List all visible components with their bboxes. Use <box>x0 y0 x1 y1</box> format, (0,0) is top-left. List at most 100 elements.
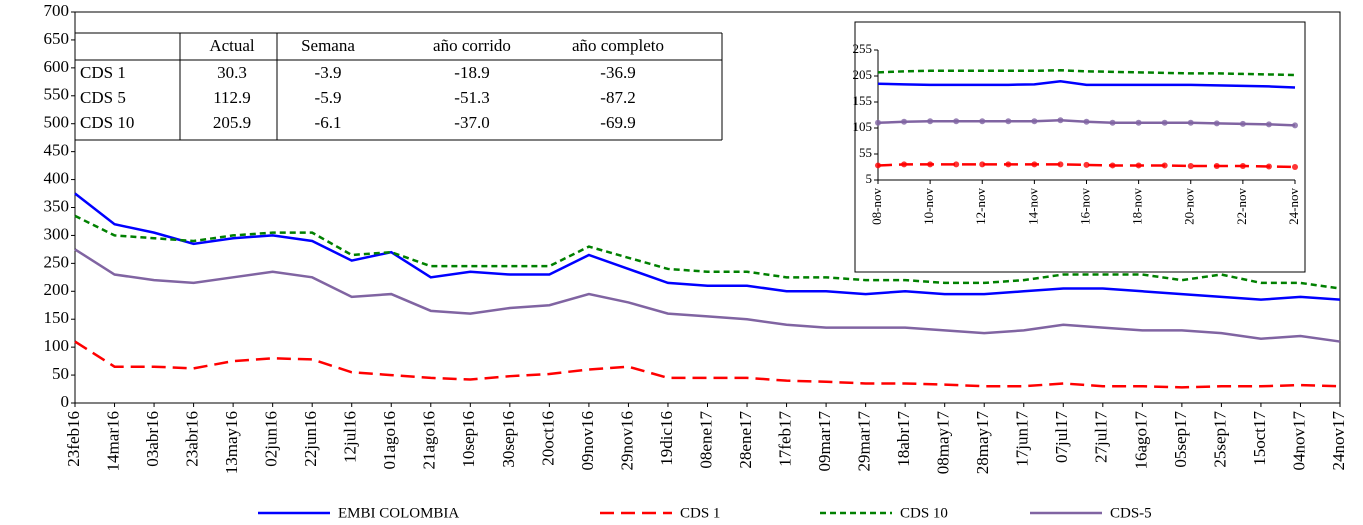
marker <box>979 118 986 125</box>
y-tick-label: 550 <box>44 85 70 104</box>
x-tick-label: 25sep17 <box>1210 411 1229 468</box>
y-tick-label: 250 <box>44 252 70 271</box>
marker <box>1213 120 1220 127</box>
x-tick-label: 20oct16 <box>538 411 557 466</box>
y-tick-label: 255 <box>853 41 873 56</box>
series-line <box>877 79 1296 89</box>
marker <box>1161 162 1168 169</box>
y-tick-label: 300 <box>44 224 70 243</box>
table-cell: 112.9 <box>213 88 251 107</box>
marker <box>1265 163 1272 170</box>
marker <box>1187 119 1194 126</box>
x-tick-label: 22-nov <box>1234 188 1249 225</box>
x-tick-label: 16ago17 <box>1131 411 1150 470</box>
x-tick-label: 13may16 <box>222 411 241 474</box>
table-cell: -36.9 <box>600 63 635 82</box>
y-tick-label: 600 <box>44 57 70 76</box>
x-tick-label: 05sep17 <box>1171 411 1190 468</box>
x-tick-label: 16-nov <box>1077 188 1092 225</box>
y-tick-label: 50 <box>52 364 69 383</box>
x-tick-label: 10-nov <box>921 188 936 225</box>
table-cell: -18.9 <box>454 63 489 82</box>
y-tick-label: 200 <box>44 280 70 299</box>
marker <box>1265 121 1272 128</box>
y-tick-label: 350 <box>44 196 70 215</box>
marker <box>953 161 960 168</box>
marker <box>1005 118 1012 125</box>
legend-label: CDS 10 <box>900 505 948 521</box>
table-cell: CDS 1 <box>80 63 126 82</box>
marker <box>901 161 908 168</box>
x-tick-label: 30sep16 <box>499 411 518 468</box>
marker <box>1057 161 1064 168</box>
table-cell: -87.2 <box>600 88 635 107</box>
marker <box>927 118 934 125</box>
x-tick-label: 17jun17 <box>1013 411 1032 467</box>
x-tick-label: 24nov17 <box>1329 411 1348 471</box>
y-tick-label: 400 <box>44 168 70 187</box>
table-cell: -6.1 <box>315 113 342 132</box>
x-tick-label: 02jun16 <box>262 411 281 467</box>
table-header: año completo <box>572 36 664 55</box>
x-tick-label: 01ago16 <box>380 411 399 470</box>
x-tick-label: 09mar17 <box>815 411 834 472</box>
inset-frame <box>854 21 1306 273</box>
marker <box>1057 117 1064 124</box>
marker <box>1135 119 1142 126</box>
y-tick-label: 700 <box>44 1 70 20</box>
marker <box>875 162 881 169</box>
x-tick-label: 08may17 <box>934 411 953 475</box>
marker <box>901 118 908 125</box>
x-tick-label: 29mar17 <box>855 411 874 472</box>
marker <box>1239 162 1246 169</box>
table-cell: CDS 5 <box>80 88 126 107</box>
marker <box>1109 162 1116 169</box>
table-cell: CDS 10 <box>80 113 134 132</box>
x-tick-label: 08-nov <box>869 188 884 225</box>
x-tick-label: 17feb17 <box>775 411 794 467</box>
marker <box>1005 161 1012 168</box>
marker <box>1187 162 1194 169</box>
x-tick-label: 10sep16 <box>459 411 478 468</box>
x-tick-label: 23abr16 <box>183 411 202 467</box>
x-tick-label: 29nov16 <box>617 411 636 471</box>
y-tick-label: 105 <box>853 119 873 134</box>
table-cell: -5.9 <box>315 88 342 107</box>
x-tick-label: 20-nov <box>1182 188 1197 225</box>
table-cell: -3.9 <box>315 63 342 82</box>
x-tick-label: 12jul16 <box>341 411 360 463</box>
table-header: Actual <box>209 36 255 55</box>
series-line <box>74 214 1341 290</box>
y-tick-label: 55 <box>859 145 872 160</box>
table-cell: -37.0 <box>454 113 489 132</box>
marker <box>1083 161 1090 168</box>
series-line <box>74 340 1341 389</box>
x-tick-label: 03abr16 <box>143 411 162 467</box>
x-tick-label: 07jul17 <box>1052 411 1071 463</box>
x-tick-label: 21ago16 <box>420 411 439 470</box>
table-cell: -69.9 <box>600 113 635 132</box>
x-tick-label: 14mar16 <box>103 411 122 471</box>
x-tick-label: 09nov16 <box>578 411 597 471</box>
marker <box>1083 118 1090 125</box>
table <box>75 32 723 141</box>
x-tick-label: 28may17 <box>973 411 992 475</box>
x-tick-label: 18-nov <box>1130 188 1145 225</box>
x-tick-label: 08ene17 <box>696 411 715 469</box>
x-tick-label: 14-nov <box>1025 188 1040 225</box>
y-tick-label: 450 <box>44 141 70 160</box>
y-tick-label: 650 <box>44 29 70 48</box>
table-cell: 30.3 <box>217 63 247 82</box>
series-line <box>877 163 1296 169</box>
y-tick-label: 205 <box>853 67 873 82</box>
marker <box>1239 120 1246 127</box>
legend-label: CDS 1 <box>680 505 720 521</box>
y-tick-label: 100 <box>44 336 70 355</box>
marker <box>1292 164 1298 170</box>
legend-label: CDS-5 <box>1110 505 1152 521</box>
x-tick-label: 23feb16 <box>64 411 83 467</box>
x-tick-label: 22jun16 <box>301 411 320 467</box>
marker <box>1292 122 1298 129</box>
marker <box>1213 162 1220 169</box>
